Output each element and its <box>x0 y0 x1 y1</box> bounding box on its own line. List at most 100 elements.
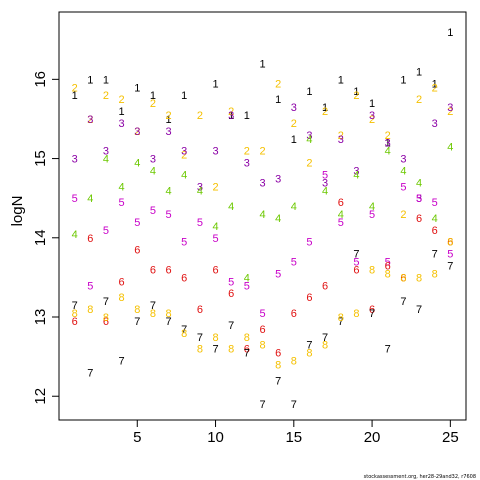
data-point-age-4: 4 <box>369 201 375 213</box>
data-point-age-2: 2 <box>291 118 297 130</box>
data-point-age-5: 5 <box>119 197 125 209</box>
data-point-age-2: 2 <box>244 146 250 158</box>
data-point-age-2: 2 <box>322 106 328 118</box>
data-point-age-4: 4 <box>291 201 297 213</box>
data-point-age-5: 5 <box>72 193 78 205</box>
data-point-age-3: 3 <box>259 177 265 189</box>
footer-credit: stockassessment.org, her28-29and32, r760… <box>363 474 476 480</box>
data-point-age-5: 5 <box>259 308 265 320</box>
data-point-age-1: 1 <box>369 98 375 110</box>
data-point-age-3: 3 <box>119 118 125 130</box>
data-point-age-7: 7 <box>181 324 187 336</box>
y-tick-label: 13 <box>32 309 49 326</box>
data-point-age-7: 7 <box>447 261 453 273</box>
data-point-age-1: 1 <box>259 58 265 70</box>
data-point-age-6: 6 <box>87 233 93 245</box>
data-point-age-6: 6 <box>306 292 312 304</box>
data-point-age-8: 8 <box>275 360 281 372</box>
data-point-age-2: 2 <box>72 82 78 94</box>
data-point-age-7: 7 <box>228 320 234 332</box>
data-point-age-3: 3 <box>87 114 93 126</box>
data-point-age-3: 3 <box>400 154 406 166</box>
data-point-age-6: 6 <box>385 261 391 273</box>
data-point-age-4: 4 <box>72 229 78 241</box>
data-point-age-5: 5 <box>432 197 438 209</box>
x-tick-label: 20 <box>364 429 381 446</box>
data-point-age-6: 6 <box>244 344 250 356</box>
data-point-age-6: 6 <box>103 316 109 328</box>
data-point-age-3: 3 <box>103 146 109 158</box>
data-point-age-5: 5 <box>103 225 109 237</box>
data-point-age-4: 4 <box>197 185 203 197</box>
data-point-age-3: 3 <box>322 177 328 189</box>
data-point-age-6: 6 <box>400 272 406 284</box>
data-point-age-1: 1 <box>212 78 218 90</box>
data-point-age-5: 5 <box>416 193 422 205</box>
data-point-age-3: 3 <box>385 138 391 150</box>
data-point-age-3: 3 <box>150 154 156 166</box>
data-point-age-8: 8 <box>322 340 328 352</box>
data-point-age-4: 4 <box>432 213 438 225</box>
data-point-age-3: 3 <box>416 193 422 205</box>
data-point-age-6: 6 <box>369 304 375 316</box>
x-tick-label: 15 <box>285 429 302 446</box>
data-point-age-8: 8 <box>400 272 406 284</box>
data-point-age-6: 6 <box>432 225 438 237</box>
data-point-age-2: 2 <box>212 181 218 193</box>
y-axis: 12 13 14 15 16 <box>32 71 59 405</box>
data-point-age-8: 8 <box>134 304 140 316</box>
data-point-age-1: 1 <box>72 90 78 102</box>
data-point-age-8: 8 <box>416 272 422 284</box>
data-point-age-8: 8 <box>150 308 156 320</box>
data-point-age-7: 7 <box>134 316 140 328</box>
y-tick-label: 14 <box>32 229 49 246</box>
data-point-age-2: 2 <box>119 94 125 106</box>
data-point-age-2: 2 <box>87 114 93 126</box>
y-axis-title: logN <box>9 196 26 227</box>
data-point-age-6: 6 <box>322 280 328 292</box>
data-point-age-2: 2 <box>338 130 344 142</box>
data-point-age-3: 3 <box>338 134 344 146</box>
data-point-age-2: 2 <box>259 146 265 158</box>
data-point-age-4: 4 <box>416 177 422 189</box>
data-point-age-7: 7 <box>72 300 78 312</box>
data-point-age-2: 2 <box>400 209 406 221</box>
data-point-age-5: 5 <box>369 209 375 221</box>
data-point-age-8: 8 <box>259 340 265 352</box>
data-point-age-4: 4 <box>134 158 140 170</box>
data-point-age-1: 1 <box>306 86 312 98</box>
data-point-age-8: 8 <box>228 344 234 356</box>
data-point-age-3: 3 <box>197 181 203 193</box>
data-point-age-6: 6 <box>166 264 172 276</box>
data-point-age-6: 6 <box>275 348 281 360</box>
data-point-age-1: 1 <box>134 82 140 94</box>
data-point-age-1: 1 <box>353 86 359 98</box>
data-point-age-3: 3 <box>447 102 453 114</box>
data-point-age-8: 8 <box>87 304 93 316</box>
data-point-age-4: 4 <box>228 201 234 213</box>
data-point-age-7: 7 <box>166 316 172 328</box>
x-tick-label: 25 <box>442 429 459 446</box>
data-point-age-5: 5 <box>353 257 359 269</box>
data-point-age-2: 2 <box>306 158 312 170</box>
data-point-age-4: 4 <box>447 142 453 154</box>
data-point-age-6: 6 <box>353 264 359 276</box>
data-point-age-1: 1 <box>150 90 156 102</box>
data-point-age-2: 2 <box>181 150 187 162</box>
data-point-age-1: 1 <box>87 74 93 86</box>
data-point-age-8: 8 <box>291 356 297 368</box>
data-point-age-2: 2 <box>166 110 172 122</box>
data-point-age-2: 2 <box>447 106 453 118</box>
data-point-age-8: 8 <box>119 292 125 304</box>
data-point-age-4: 4 <box>87 193 93 205</box>
data-point-age-5: 5 <box>385 257 391 269</box>
data-point-age-2: 2 <box>197 110 203 122</box>
data-point-age-2: 2 <box>432 82 438 94</box>
data-point-age-2: 2 <box>369 114 375 126</box>
data-point-age-1: 1 <box>322 102 328 114</box>
data-point-age-2: 2 <box>134 126 140 138</box>
data-point-age-3: 3 <box>353 165 359 177</box>
data-point-age-2: 2 <box>150 98 156 110</box>
data-point-age-2: 2 <box>103 90 109 102</box>
